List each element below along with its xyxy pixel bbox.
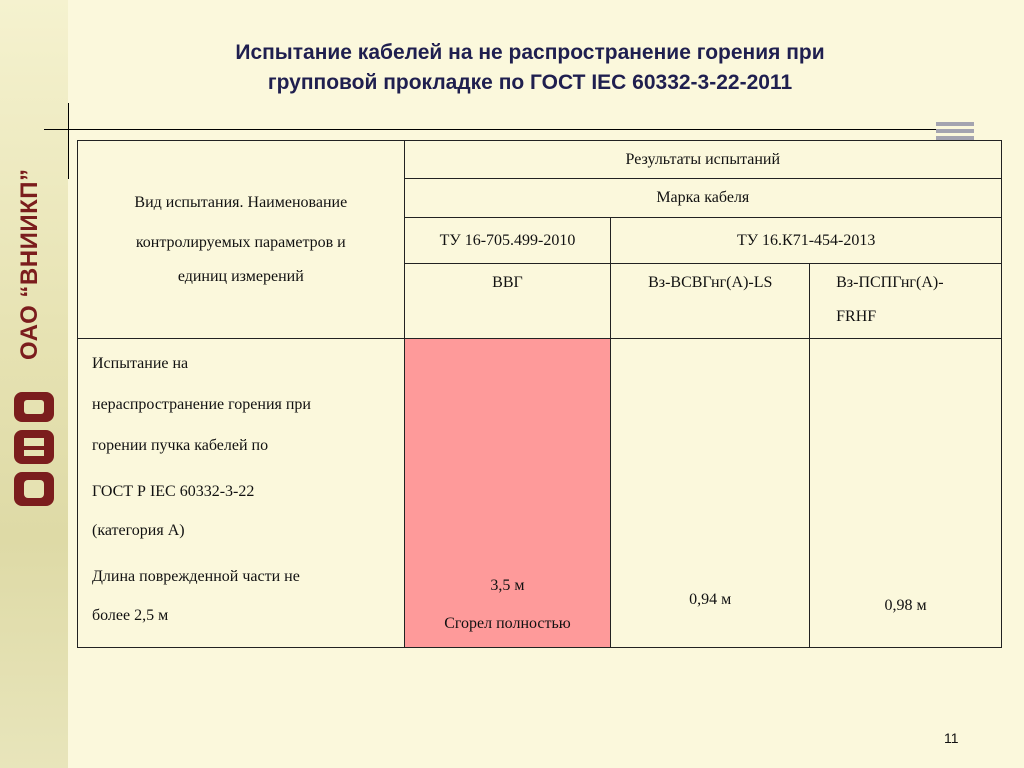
test-line: нераспространение горения при xyxy=(92,396,311,413)
results-table: Вид испытания. Наименование контролируем… xyxy=(77,140,1003,648)
decor-gray-bar xyxy=(936,136,974,140)
result-value: 0,94 м xyxy=(689,591,732,608)
result-cell: 0,98 м xyxy=(809,338,1002,648)
cable-brand-cell: Вз-ВСВГнг(А)-LS xyxy=(610,263,811,339)
test-line: (категория А) xyxy=(92,522,185,539)
page-number: 11 xyxy=(944,730,959,746)
decor-horizontal-line xyxy=(44,129,970,130)
result-value: 3,5 м xyxy=(490,577,525,594)
org-name: ОАО “ВНИИКП” xyxy=(16,168,43,360)
test-type-header-line: единиц измерений xyxy=(177,267,304,285)
result-cell-failed: 3,5 м Сгорел полностью xyxy=(403,338,612,648)
decor-vertical-line xyxy=(68,103,69,179)
results-header: Результаты испытаний xyxy=(403,140,1003,179)
spec-cell: ТУ 16-705.499-2010 xyxy=(403,217,612,264)
decor-gray-bar xyxy=(936,122,974,126)
spec-cell: ТУ 16.К71-454-2013 xyxy=(610,217,1002,264)
page-title: Испытание кабелей на не распространение … xyxy=(120,38,940,98)
test-type-header-line: Вид испытания. Наименование xyxy=(134,193,348,211)
cable-brand-cell: Вз-ПСПГнг(А)- FRHF xyxy=(809,263,1002,339)
result-cell: 0,94 м xyxy=(610,338,811,648)
vniikp-logo-icon xyxy=(14,392,54,506)
test-line: горении пучка кабелей по xyxy=(92,437,269,454)
title-line-2: групповой прокладке по ГОСТ IEC 60332-3-… xyxy=(267,71,793,94)
test-description-cell: Испытание на нераспространение горения п… xyxy=(77,338,405,648)
cable-brand-cell: ВВГ xyxy=(403,263,612,339)
sidebar-band xyxy=(0,0,68,768)
test-type-header: Вид испытания. Наименование контролируем… xyxy=(77,140,405,339)
test-line: ГОСТ Р IEC 60332-3-22 xyxy=(92,483,255,500)
test-line: более 2,5 м xyxy=(92,607,169,624)
test-line: Испытание на xyxy=(92,355,189,372)
test-type-header-line: контролируемых параметров и xyxy=(135,233,346,251)
result-note: Сгорел полностью xyxy=(444,615,571,632)
title-line-1: Испытание кабелей на не распространение … xyxy=(235,41,825,64)
cable-brand-line: FRHF xyxy=(836,308,877,325)
brand-header: Марка кабеля xyxy=(403,178,1003,218)
result-value: 0,98 м xyxy=(884,597,927,614)
test-line: Длина поврежденной части не xyxy=(92,568,300,585)
decor-gray-bar xyxy=(936,129,974,133)
cable-brand-line: Вз-ПСПГнг(А)- xyxy=(836,274,944,291)
